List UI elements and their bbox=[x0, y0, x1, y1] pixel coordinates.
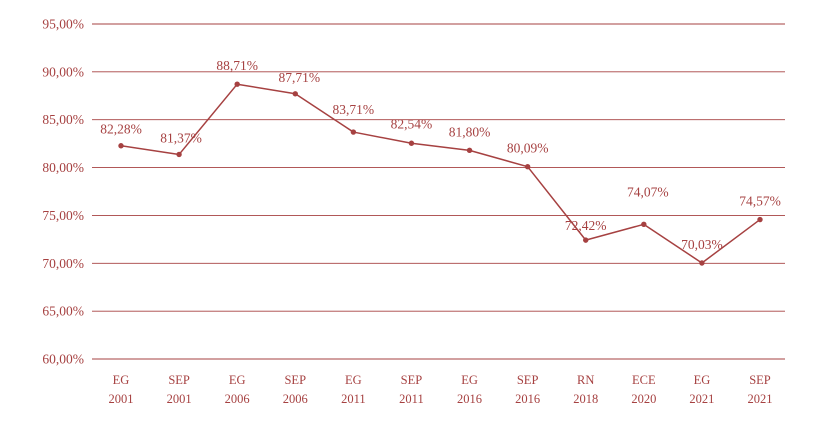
x-tick-label: EG bbox=[694, 373, 711, 387]
x-tick-label: EG bbox=[113, 373, 130, 387]
x-tick-label: EG bbox=[345, 373, 362, 387]
data-label: 81,80% bbox=[449, 124, 491, 139]
data-point bbox=[176, 151, 182, 158]
data-label: 72,42% bbox=[565, 218, 607, 233]
data-point bbox=[292, 91, 298, 97]
data-point bbox=[408, 140, 415, 146]
data-label: 80,09% bbox=[507, 141, 549, 156]
data-label: 74,57% bbox=[739, 194, 781, 209]
x-tick-label-year: 2001 bbox=[109, 392, 134, 406]
data-label: 81,37% bbox=[160, 130, 202, 145]
x-tick-label-year: 2011 bbox=[399, 392, 424, 406]
x-axis-category-labels: EG 2001 SEP 2001 EG 2006 SEP 2006 EG 2011 SEP 2011 E… bbox=[109, 373, 773, 406]
x-tick-label: EG bbox=[229, 373, 246, 387]
data-label: 74,07% bbox=[627, 184, 669, 199]
data-label: 70,03% bbox=[681, 237, 723, 252]
y-tick-label: 85,00% bbox=[42, 112, 84, 127]
x-tick-label-year: 2011 bbox=[341, 392, 366, 406]
data-point bbox=[466, 147, 473, 154]
data-label: 87,71% bbox=[278, 70, 320, 85]
x-tick-label: SEP bbox=[749, 373, 771, 387]
data-label: 82,54% bbox=[391, 116, 433, 131]
data-point bbox=[757, 216, 763, 223]
x-tick-label-year: 2016 bbox=[515, 392, 540, 406]
x-tick-label-year: 2021 bbox=[689, 392, 714, 406]
x-tick-label-year: 2001 bbox=[167, 392, 192, 406]
data-point bbox=[699, 260, 705, 266]
series-polyline bbox=[120, 83, 761, 264]
y-tick-label: 60,00% bbox=[42, 352, 84, 367]
data-label: 82,28% bbox=[100, 122, 142, 137]
x-tick-label: EG bbox=[461, 373, 478, 387]
x-tick-label: ECE bbox=[632, 373, 656, 387]
x-tick-label-year: 2006 bbox=[283, 392, 308, 406]
x-tick-label-year: 2006 bbox=[225, 392, 250, 406]
x-tick-label: RN bbox=[577, 373, 594, 387]
y-tick-label: 80,00% bbox=[42, 160, 84, 175]
series-line bbox=[118, 81, 763, 266]
data-point bbox=[583, 237, 589, 243]
data-point bbox=[350, 129, 357, 135]
x-tick-label-year: 2016 bbox=[457, 392, 482, 406]
data-point bbox=[524, 164, 531, 170]
x-tick-label-year: 2021 bbox=[748, 392, 773, 406]
y-tick-label: 90,00% bbox=[42, 64, 84, 79]
x-tick-label: SEP bbox=[401, 373, 423, 387]
y-tick-label: 70,00% bbox=[42, 256, 84, 271]
x-tick-label-year: 2018 bbox=[573, 392, 598, 406]
gridlines bbox=[92, 23, 785, 360]
y-axis-tick-labels: 60,00% 65,00% 70,00% 75,00% 80,00% 85,00% 90,0… bbox=[42, 17, 84, 367]
y-tick-label: 75,00% bbox=[42, 208, 84, 223]
data-labels: 82,28% 81,37% 88,71% 87,71% 83,71% 82,54% 81,8… bbox=[100, 58, 781, 252]
data-point bbox=[118, 143, 124, 149]
x-tick-label: SEP bbox=[168, 373, 190, 387]
x-tick-label: SEP bbox=[517, 373, 539, 387]
x-tick-label: SEP bbox=[284, 373, 306, 387]
data-point bbox=[234, 81, 240, 87]
x-tick-label-year: 2020 bbox=[631, 392, 656, 406]
y-tick-label: 95,00% bbox=[42, 17, 84, 32]
y-tick-label: 65,00% bbox=[42, 304, 84, 319]
data-label: 88,71% bbox=[216, 58, 258, 73]
data-label: 83,71% bbox=[333, 102, 375, 117]
data-point bbox=[641, 221, 647, 228]
